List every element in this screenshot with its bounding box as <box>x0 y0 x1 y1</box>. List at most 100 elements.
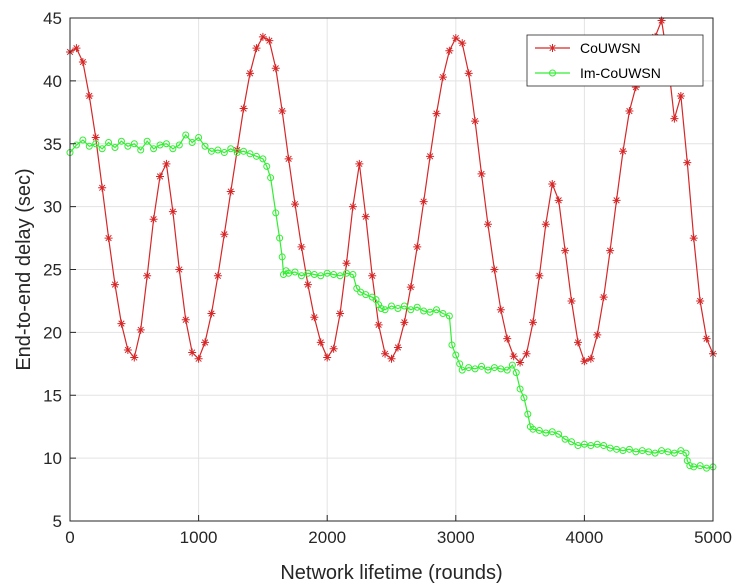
data-point <box>522 349 531 358</box>
data-point <box>520 394 528 402</box>
data-point <box>464 69 473 78</box>
data-point <box>272 209 280 217</box>
data-point <box>426 308 434 316</box>
data-point <box>658 447 666 455</box>
data-point <box>265 36 274 45</box>
data-point <box>117 137 125 145</box>
data-point <box>516 385 524 393</box>
data-point <box>271 64 280 73</box>
data-point <box>548 428 556 436</box>
data-point <box>618 147 627 156</box>
data-point <box>175 265 184 274</box>
data-point <box>111 144 119 152</box>
data-point <box>267 174 275 182</box>
data-point <box>580 357 589 366</box>
data-point <box>85 91 94 100</box>
x-tick-label: 0 <box>65 528 74 547</box>
data-point <box>330 271 338 279</box>
data-point <box>638 447 646 455</box>
data-point <box>400 302 408 310</box>
data-point <box>353 284 361 292</box>
x-tick-label: 4000 <box>565 528 603 547</box>
data-point <box>201 338 210 347</box>
data-point <box>586 354 595 363</box>
legend-box <box>526 34 704 87</box>
data-point <box>136 325 145 334</box>
data-point <box>503 366 511 374</box>
data-point <box>252 152 260 160</box>
data-point <box>175 141 183 149</box>
y-tick-label: 10 <box>43 449 62 468</box>
data-point <box>433 306 441 314</box>
data-point <box>336 272 344 280</box>
data-point <box>355 159 364 168</box>
data-point <box>214 146 222 154</box>
data-point <box>98 183 107 192</box>
data-point <box>524 410 532 418</box>
axis-ticks: 0 1000 2000 3000 4000 5000 5 10 15 20 25 30 35 40 45 <box>43 9 732 547</box>
data-point <box>419 197 428 206</box>
data-point <box>445 312 453 320</box>
data-point <box>670 449 678 457</box>
legend-marker-coruwsn <box>548 44 557 52</box>
data-point <box>683 158 692 167</box>
data-point <box>276 234 284 242</box>
data-point <box>689 234 698 243</box>
data-point <box>529 425 537 433</box>
data-point <box>445 46 454 55</box>
data-point <box>471 117 480 126</box>
data-point <box>168 207 177 216</box>
data-point <box>600 442 608 450</box>
data-point <box>664 448 672 456</box>
y-axis-title: End-to-end delay (sec) <box>13 168 35 370</box>
data-point <box>79 136 87 144</box>
data-point <box>420 307 428 315</box>
x-tick-label: 2000 <box>308 528 346 547</box>
data-point <box>149 215 158 224</box>
data-point <box>156 172 165 181</box>
data-point <box>105 138 113 146</box>
data-point <box>574 442 582 450</box>
data-point <box>496 305 505 314</box>
data-point <box>123 345 132 354</box>
data-point <box>612 196 621 205</box>
data-point <box>438 73 447 82</box>
data-point <box>111 280 120 289</box>
data-point <box>477 169 486 178</box>
data-point <box>503 334 512 343</box>
data-point <box>162 159 171 168</box>
legend-label-coruwsn: CoUWSN <box>580 40 641 56</box>
data-point <box>632 448 640 456</box>
data-point <box>323 353 332 362</box>
data-point <box>213 271 222 280</box>
data-point <box>406 283 415 292</box>
data-point <box>130 140 138 148</box>
data-point <box>580 440 588 448</box>
data-point <box>657 16 666 25</box>
x-tick-label: 1000 <box>180 528 218 547</box>
data-point <box>448 341 456 349</box>
data-point <box>278 107 287 116</box>
data-point <box>377 304 385 312</box>
data-point <box>554 196 563 205</box>
data-point <box>606 444 614 452</box>
data-point <box>561 246 570 255</box>
x-tick-label: 3000 <box>437 528 475 547</box>
data-point <box>696 462 704 470</box>
y-tick-label: 35 <box>43 135 62 154</box>
data-point <box>310 271 318 279</box>
data-point <box>117 319 126 328</box>
data-point <box>593 440 601 448</box>
data-point <box>226 187 235 196</box>
series-im-couwsn <box>66 131 717 472</box>
data-point <box>548 179 557 188</box>
data-point <box>568 438 576 446</box>
data-point <box>702 334 711 343</box>
data-point <box>374 320 383 329</box>
data-point <box>297 242 306 251</box>
data-point <box>471 365 479 373</box>
data-point <box>587 442 595 450</box>
data-point <box>465 364 473 372</box>
data-point <box>388 302 395 310</box>
